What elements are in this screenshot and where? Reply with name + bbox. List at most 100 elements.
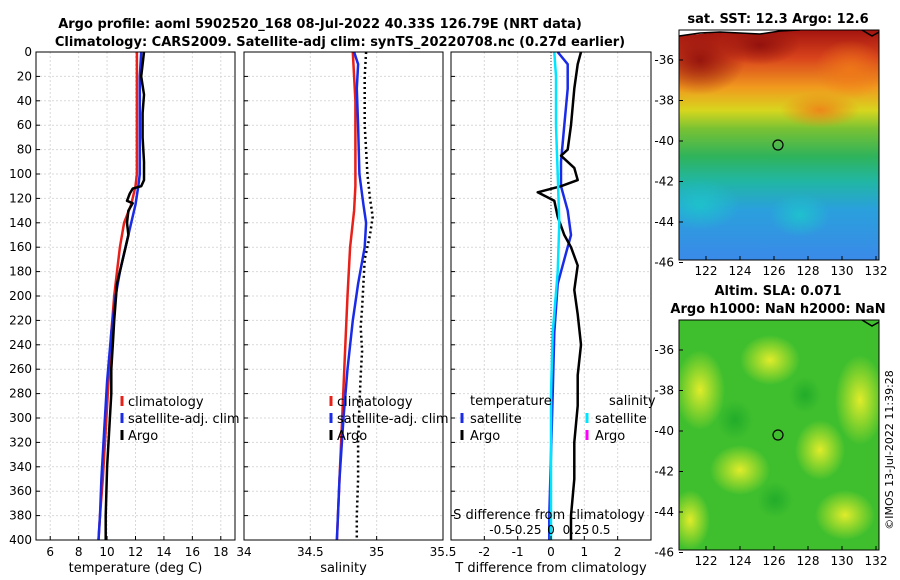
map-x-tick-label: 122 xyxy=(695,554,718,568)
y-tick-label: 280 xyxy=(9,387,32,401)
map-y-tick-label: -38 xyxy=(654,94,674,108)
y-tick-label: 0 xyxy=(24,45,32,59)
difference-profile-panel: -2 -1 0 1 2 T difference from climatology -0.5… xyxy=(450,51,656,576)
s-tick-label: -0.5 xyxy=(489,523,512,537)
x-tick-label: 10 xyxy=(99,545,114,559)
s-difference-axis-label: S difference from climatology xyxy=(453,508,645,523)
map-y-tick-label: -40 xyxy=(654,424,674,438)
x-tick-label: 34.5 xyxy=(297,545,324,559)
legend-label: Argo xyxy=(337,429,367,444)
x-tick-label: 35 xyxy=(369,545,384,559)
sst-map: sat. SST: 12.3 Argo: 12.6 -36 -38 -40 -42 -4… xyxy=(654,12,887,278)
map-y-tick-label: -44 xyxy=(654,505,674,519)
y-tick-label: 200 xyxy=(9,289,32,303)
x-tick-label: 14 xyxy=(156,545,171,559)
s-tick-label: 0.25 xyxy=(563,523,590,537)
legend-label: climatology xyxy=(128,395,204,410)
argo-location-marker-sst xyxy=(772,139,784,151)
series-satellite-adj-clim xyxy=(335,51,368,541)
x-axis-label: T difference from climatology xyxy=(454,561,647,576)
y-tick-label: 60 xyxy=(17,118,32,132)
salinity-profile-panel: 34 34.5 35 35.5 salinity climatology satellite… xyxy=(236,51,457,576)
sla-map-title-line1: Altim. SLA: 0.071 xyxy=(715,284,842,299)
map-y-tick-label: -44 xyxy=(654,215,674,229)
sla-map: Altim. SLA: 0.071 Argo h1000: NaN h2000:… xyxy=(654,284,887,568)
y-tick-label: 320 xyxy=(9,435,32,449)
map-x-tick-label: 124 xyxy=(729,554,752,568)
series-s-satellite xyxy=(549,51,561,540)
series-t-argo xyxy=(536,51,583,540)
map-y-tick-label: -38 xyxy=(654,384,674,398)
map-y-tick-label: -42 xyxy=(654,465,674,479)
argo-location-marker-sla xyxy=(772,429,784,441)
legend-label: satellite-adj. clim xyxy=(337,412,449,427)
map-y-tick-label: -36 xyxy=(654,343,674,357)
y-tick-label: 340 xyxy=(9,460,32,474)
legend-header-temperature: temperature xyxy=(470,394,552,409)
legend-label: satellite xyxy=(595,412,647,427)
map-y-tick-label: -40 xyxy=(654,134,674,148)
x-tick-label: -1 xyxy=(512,545,524,559)
x-tick-label: 6 xyxy=(46,545,54,559)
x-tick-label: 12 xyxy=(128,545,143,559)
x-tick-label: 34 xyxy=(236,545,251,559)
map-y-tick-label: -46 xyxy=(654,256,674,270)
map-x-tick-label: 126 xyxy=(763,554,786,568)
figure-title-line2: Climatology: CARS2009. Satellite-adj cli… xyxy=(55,35,625,50)
x-tick-label: 8 xyxy=(75,545,83,559)
map-x-tick-label: 132 xyxy=(865,554,888,568)
copyright-stamp: ©IMOS 13-Jul-2022 11:39:28 xyxy=(883,370,896,530)
series-argo xyxy=(104,51,146,540)
y-tick-label: 100 xyxy=(9,167,32,181)
s-tick-label: 0 xyxy=(547,523,555,537)
legend-label: satellite xyxy=(470,412,522,427)
y-tick-label: 180 xyxy=(9,265,32,279)
series-argo xyxy=(355,51,374,540)
y-tick-label: 40 xyxy=(17,94,32,108)
y-tick-label: 300 xyxy=(9,411,32,425)
y-tick-label: 160 xyxy=(9,240,32,254)
map-x-tick-label: 130 xyxy=(831,554,854,568)
temperature-profile-panel: 6 8 10 12 14 16 18 temperature (deg C) 0 20 40 60 80… xyxy=(9,45,240,576)
map-x-tick-label: 128 xyxy=(797,264,820,278)
legend-label: climatology xyxy=(337,395,413,410)
y-tick-label: 20 xyxy=(17,69,32,83)
sst-map-title: sat. SST: 12.3 Argo: 12.6 xyxy=(687,12,868,27)
legend-label: Argo xyxy=(595,429,625,444)
series-climatology xyxy=(97,52,139,541)
legend-header-salinity: salinity xyxy=(609,394,656,409)
y-tick-label: 120 xyxy=(9,191,32,205)
y-tick-label: 360 xyxy=(9,484,32,498)
y-tick-label: 260 xyxy=(9,362,32,376)
y-tick-label: 380 xyxy=(9,509,32,523)
x-tick-label: 0 xyxy=(547,545,555,559)
y-tick-label: 240 xyxy=(9,338,32,352)
legend-label: Argo xyxy=(470,429,500,444)
map-x-tick-label: 122 xyxy=(695,264,718,278)
y-tick-label: 140 xyxy=(9,216,32,230)
map-y-tick-label: -46 xyxy=(654,546,674,560)
legend-label: satellite-adj. clim xyxy=(128,412,240,427)
map-x-tick-label: 126 xyxy=(763,264,786,278)
map-y-tick-label: -42 xyxy=(654,175,674,189)
sla-map-title-line2: Argo h1000: NaN h2000: NaN xyxy=(670,302,885,317)
map-y-tick-label: -36 xyxy=(654,53,674,67)
map-x-tick-label: 130 xyxy=(831,264,854,278)
map-x-tick-label: 128 xyxy=(797,554,820,568)
x-tick-label: 2 xyxy=(614,545,622,559)
y-tick-label: 220 xyxy=(9,313,32,327)
s-tick-label: -0.25 xyxy=(510,523,541,537)
figure-title-line1: Argo profile: aoml 5902520_168 08-Jul-20… xyxy=(58,17,582,32)
x-tick-label: 16 xyxy=(185,545,200,559)
x-axis-label: salinity xyxy=(320,561,367,576)
y-tick-label: 80 xyxy=(17,143,32,157)
map-x-tick-label: 132 xyxy=(865,264,888,278)
x-tick-label: 1 xyxy=(581,545,589,559)
x-axis-label: temperature (deg C) xyxy=(69,561,203,576)
s-tick-label: 0.5 xyxy=(591,523,610,537)
x-tick-label: 18 xyxy=(213,545,228,559)
legend-label: Argo xyxy=(128,429,158,444)
x-tick-label: 35.5 xyxy=(430,545,457,559)
map-x-tick-label: 124 xyxy=(729,264,752,278)
